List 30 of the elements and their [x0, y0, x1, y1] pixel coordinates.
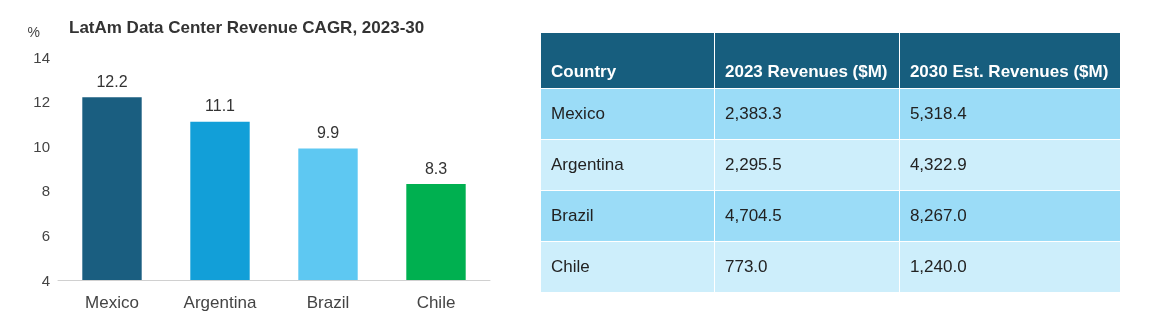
data-label: 773.0	[714, 241, 900, 293]
data-label: 12.2	[96, 72, 128, 90]
data-label: 11.1	[205, 97, 236, 115]
text: Country	[540, 32, 715, 89]
y-axis-title: %	[27, 24, 40, 40]
data-label: 1,240.0	[899, 241, 1121, 293]
y-tick-label: 8	[41, 182, 50, 200]
data-label: 4,704.5	[714, 190, 900, 242]
series-label: 2023 Revenues ($M)	[714, 32, 900, 89]
y-tick-label: 4	[41, 271, 50, 289]
x-tick-label: Mexico	[85, 293, 139, 312]
category-label: Brazil	[540, 190, 715, 242]
y-tick-label: 6	[41, 226, 50, 244]
data-label: 8.3	[424, 159, 448, 177]
y-tick-label: 14	[33, 48, 50, 66]
category-label: Mexico	[540, 88, 715, 140]
y-tick-label: 10	[33, 137, 50, 155]
category-label: Argentina	[540, 139, 715, 191]
series-label: 2030 Est. Revenues ($M)	[899, 32, 1121, 89]
data-label: 9.9	[316, 123, 340, 141]
x-tick-label: Argentina	[183, 293, 257, 312]
y-tick-label: 12	[33, 93, 50, 111]
x-tick-label: Chile	[416, 293, 456, 312]
chart-title: LatAm Data Center Revenue CAGR, 2023-30	[69, 18, 425, 37]
data-label: 5,318.4	[899, 88, 1121, 140]
data-label: 2,383.3	[714, 88, 900, 140]
x-tick-label: Brazil	[306, 293, 350, 312]
data-label: 2,295.5	[714, 139, 900, 191]
data-label: 4,322.9	[899, 139, 1121, 191]
data-label: 8,267.0	[899, 190, 1121, 242]
